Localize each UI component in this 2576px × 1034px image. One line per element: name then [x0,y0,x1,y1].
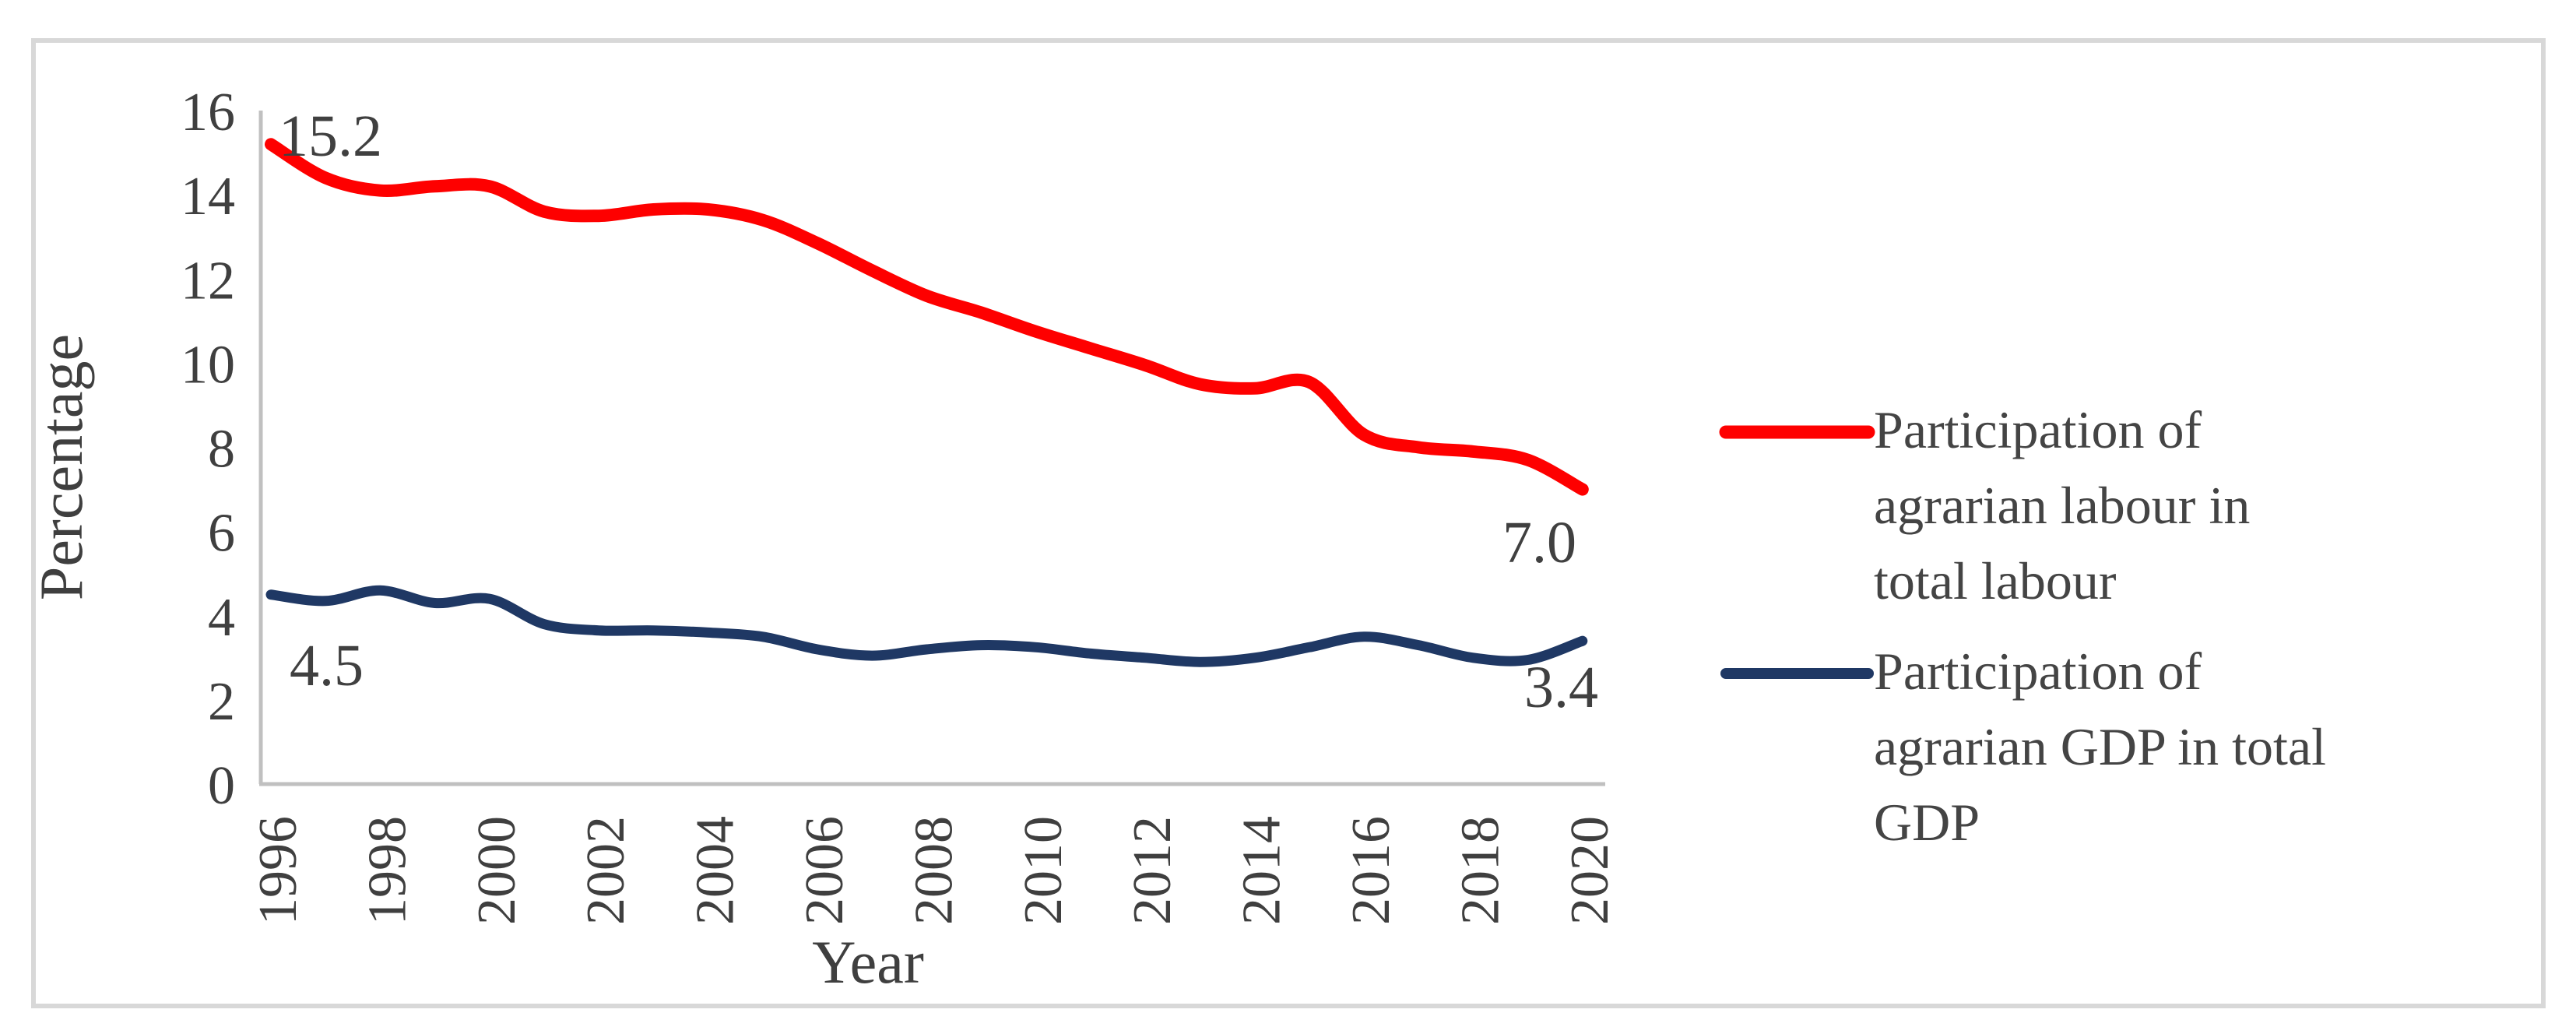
y-tick-label: 6 [208,504,235,564]
series-line-gdp [265,585,1588,667]
x-tick-label: 2004 [686,816,746,925]
x-tick-label: 2006 [795,816,855,925]
legend-entry-labour: Participation of agrarian labour in total … [1719,400,2250,610]
x-tick-label: 2014 [1232,816,1292,925]
figure-border [31,38,2546,1008]
series-line-labour [265,138,1589,496]
data-label: 15.2 [279,104,382,169]
y-tick-label: 12 [181,251,235,311]
x-tick-label: 2000 [467,816,527,925]
legend-label-line: GDP [1874,793,1980,852]
legend-label-line: total labour [1874,551,2117,610]
point-labels: 15.2 7.0 4.5 3.4 [279,104,1598,720]
series-lines [265,138,1589,667]
x-tick-label: 2008 [904,816,964,925]
plot-area: 0 2 4 6 8 10 12 14 16 1996 1998 2000 2002 2004 2006 200… [181,83,1620,925]
y-tick-label: 4 [208,588,235,648]
axis-ticks: 0 2 4 6 8 10 12 14 16 1996 1998 2000 2002 2004 2006 200… [181,83,1620,925]
x-axis-title: Year [812,928,924,996]
x-tick-label: 2020 [1560,816,1620,925]
x-tick-label: 2018 [1450,816,1510,925]
y-tick-label: 14 [181,167,235,227]
legend-label-line: agrarian GDP in total [1874,717,2326,776]
y-tick-label: 0 [208,756,235,816]
y-tick-label: 8 [208,420,235,480]
y-tick-label: 16 [181,83,235,142]
y-axis-title: Percentage [27,334,95,600]
y-tick-label: 10 [181,335,235,395]
x-tick-label: 1998 [357,816,417,925]
x-tick-label: 2002 [576,816,636,925]
legend-label-line: Participation of [1874,400,2202,459]
data-label: 3.4 [1524,655,1598,720]
legend: Participation of agrarian labour in total … [1719,400,2326,852]
x-tick-label: 2010 [1014,816,1074,925]
x-tick-label: 2016 [1341,816,1401,925]
x-tick-label: 1996 [248,816,308,925]
legend-label-line: Participation of [1874,642,2202,701]
y-tick-label: 2 [208,672,235,732]
data-label: 4.5 [290,633,364,698]
legend-entry-gdp: Participation of agrarian GDP in total GDP [1720,642,2326,852]
legend-label-line: agrarian labour in [1874,476,2250,535]
data-label: 7.0 [1502,510,1576,575]
x-tick-label: 2012 [1123,816,1183,925]
